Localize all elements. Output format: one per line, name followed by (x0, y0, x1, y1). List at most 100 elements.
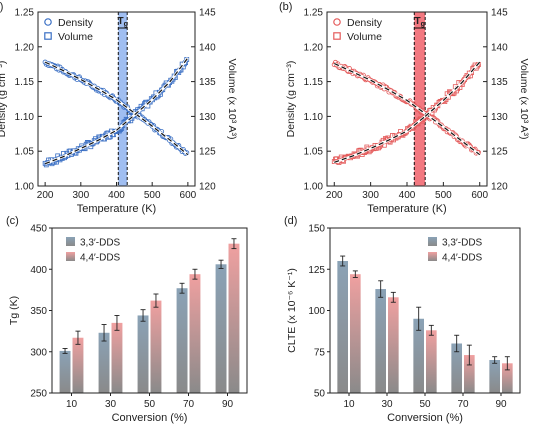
volume-fit-halo (44, 129, 118, 165)
bar-33dds (176, 288, 188, 393)
panel-label: (d) (284, 215, 297, 227)
legend-label-44dds: 4,4′-DDS (80, 253, 121, 264)
density-fit-low (334, 62, 426, 115)
y-right-tick-label: 140 (491, 42, 508, 53)
y-right-tick-label: 120 (199, 182, 216, 193)
legend-density-label: Density (58, 17, 94, 29)
panel-label: (b) (279, 1, 292, 13)
y-right-tick-label: 125 (491, 147, 508, 158)
panel-a: (a) Tg 200 300 400 500 600 1.00 1.05 1.10 1.15 1.20… (0, 1, 238, 215)
y-right-axis-label: Volume (x 10³ A³) (518, 58, 530, 139)
y-tick-label: 1.25 (15, 8, 35, 19)
y-tick-label: 1.00 (15, 182, 35, 193)
tg-subscript: g (124, 21, 128, 28)
y-tick-label: 1.05 (304, 147, 324, 158)
bar-44dds (426, 330, 437, 393)
y-axis-label: CLTE (x 10⁻⁶ K⁻¹) (286, 268, 298, 353)
bar-33dds (375, 289, 386, 393)
y-axis-label: Tg (K) (8, 296, 20, 325)
y-right-tick-label: 145 (491, 8, 508, 19)
legend-swatch-44dds (66, 252, 75, 261)
legend-volume-marker (44, 32, 52, 40)
tg-annotation: Tg (118, 16, 128, 28)
y-tick-label: 1.20 (304, 42, 324, 53)
y-tick-label: 75 (314, 347, 326, 358)
legend-density-marker (333, 18, 341, 26)
x-axis-label: Conversion (%) (387, 412, 463, 424)
legend-volume-label: Volume (347, 31, 382, 43)
x-tick-label: 50 (419, 399, 431, 410)
x-tick-label: 50 (144, 399, 156, 410)
bar-44dds (350, 274, 361, 393)
y-tick-label: 150 (308, 224, 325, 235)
x-tick-label: 30 (381, 399, 393, 410)
y-tick-label: 400 (30, 265, 47, 276)
x-tick-label: 500 (435, 190, 452, 201)
volume-fit-high (424, 61, 481, 117)
x-tick-label: 10 (66, 399, 78, 410)
x-tick-label: 300 (72, 190, 89, 201)
bar-44dds (72, 337, 84, 393)
panel-c: (c) 10 30 50 70 90 250 300 350 400 450 Conversion (… (6, 215, 248, 424)
bar-44dds (502, 363, 513, 393)
legend-swatch-44dds (428, 252, 437, 261)
y-tick-label: 1.05 (15, 147, 35, 158)
legend-label-33dds: 3,3′-DDS (80, 238, 121, 249)
legend-label-33dds: 3,3′-DDS (442, 238, 483, 249)
bar-33dds (59, 350, 71, 393)
y-right-tick-label: 130 (199, 112, 216, 123)
x-tick-label: 70 (457, 399, 469, 410)
y-axis-label: Density (g cm⁻³) (0, 61, 8, 138)
x-tick-label: 600 (180, 190, 197, 201)
x-tick-label: 30 (105, 399, 117, 410)
x-axis-label: Temperature (K) (77, 203, 156, 215)
bar-44dds (189, 274, 201, 393)
x-tick-label: 10 (343, 399, 355, 410)
legend-volume-label: Volume (58, 31, 93, 43)
bar-33dds (137, 315, 149, 393)
x-tick-label: 400 (108, 190, 125, 201)
y-tick-label: 1.15 (15, 77, 35, 88)
y-right-tick-label: 135 (199, 77, 216, 88)
bar-33dds (413, 318, 424, 393)
density-fit-low (44, 61, 117, 101)
y-tick-label: 1.25 (304, 8, 324, 19)
tg-annotation: Tg (415, 16, 425, 28)
y-tick-label: 100 (308, 306, 325, 317)
legend-density-label: Density (347, 17, 383, 29)
y-tick-label: 50 (314, 389, 326, 400)
legend-swatch-33dds (66, 237, 75, 246)
bar-44dds (111, 322, 123, 393)
y-right-tick-label: 130 (491, 112, 508, 123)
x-tick-label: 70 (183, 399, 195, 410)
y-right-tick-label: 120 (491, 182, 508, 193)
x-tick-label: 300 (362, 190, 379, 201)
y-tick-label: 1.20 (15, 42, 35, 53)
x-axis-label: Conversion (%) (112, 412, 188, 424)
x-tick-label: 90 (222, 399, 234, 410)
panel-b: (b) Tg 200 300 400 500 600 1.00 1.05 1.10 1.15 1.20… (279, 1, 530, 215)
tg-band (414, 12, 426, 186)
y-tick-label: 1.10 (15, 112, 35, 123)
x-tick-label: 200 (326, 190, 343, 201)
bar-33dds (98, 332, 110, 393)
x-tick-label: 600 (471, 190, 488, 201)
bar-33dds (215, 264, 227, 393)
density-fit-high (116, 99, 189, 156)
y-right-tick-label: 140 (199, 42, 216, 53)
y-tick-label: 1.15 (304, 77, 324, 88)
y-right-tick-label: 125 (199, 147, 216, 158)
y-right-tick-label: 145 (199, 8, 216, 19)
panel-d: (d) 10 30 50 70 90 50 75 100 125 150 Conversion (%)… (284, 215, 521, 424)
volume-fit-low (44, 129, 117, 165)
panel-label: (a) (0, 1, 3, 13)
x-tick-label: 400 (399, 190, 416, 201)
y-tick-label: 300 (30, 347, 47, 358)
x-tick-label: 200 (37, 190, 54, 201)
legend-density-marker (44, 18, 52, 26)
density-fit-high (424, 113, 481, 156)
bar-33dds (337, 261, 348, 393)
tg-band (118, 12, 128, 186)
bar-33dds (489, 360, 500, 393)
